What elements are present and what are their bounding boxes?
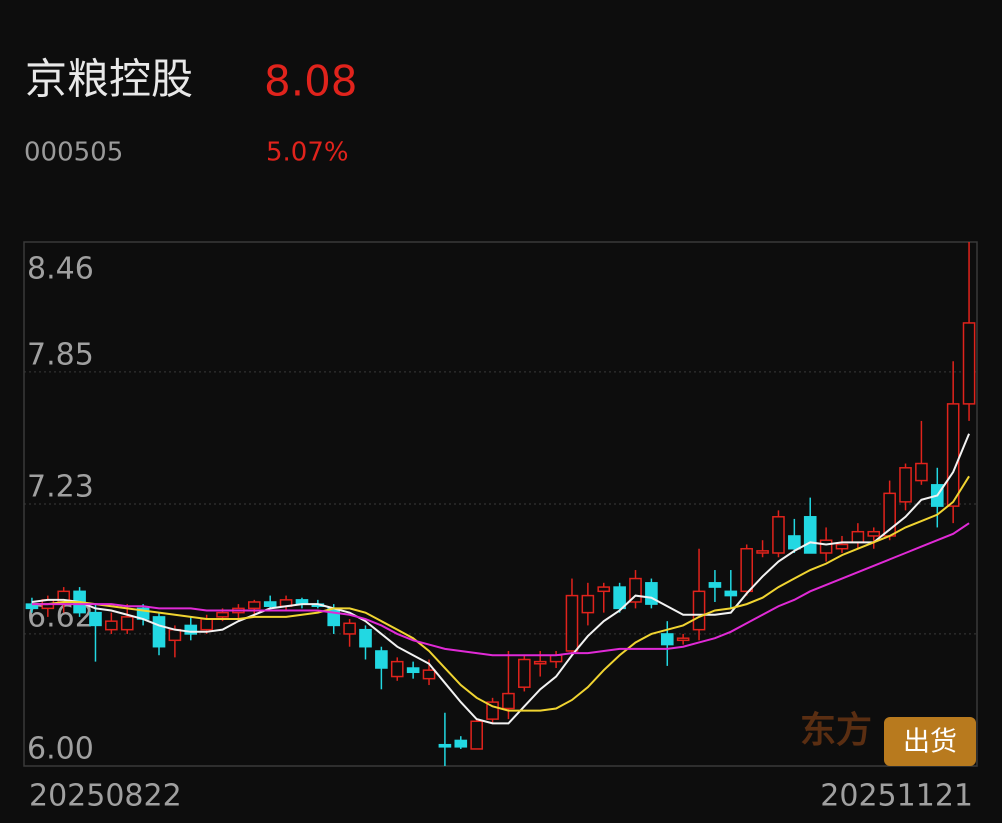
- candle-body: [772, 516, 785, 554]
- plot: 8.467.857.236.626.00: [24, 241, 977, 767]
- candle-body: [533, 660, 547, 665]
- candle-body: [946, 403, 960, 507]
- candle-body: [422, 669, 436, 680]
- candle-body: [470, 720, 483, 750]
- candle-body: [724, 590, 738, 597]
- candle-body: [788, 535, 801, 550]
- x-tick-label: 20251121: [820, 779, 973, 814]
- moving-average: [31, 433, 970, 725]
- candle-body: [390, 660, 404, 678]
- candle-body: [263, 601, 277, 607]
- candle-body: [184, 624, 198, 635]
- moving-average: [31, 475, 970, 712]
- candle-body: [359, 628, 372, 648]
- candle-body: [152, 616, 166, 648]
- candle-body: [216, 611, 229, 618]
- candle-body: [819, 539, 833, 554]
- candle-body: [120, 616, 134, 631]
- candle-body: [343, 622, 356, 635]
- candle-body: [899, 467, 912, 503]
- candle-body: [581, 594, 595, 614]
- stock-change: 5.07%: [266, 138, 349, 168]
- y-tick-label: 8.46: [27, 252, 94, 287]
- candle-body: [740, 547, 754, 593]
- candle-body: [597, 586, 611, 593]
- candle-body: [835, 543, 849, 550]
- candle-body: [486, 701, 499, 720]
- candle-body: [565, 594, 579, 652]
- candle-body: [406, 667, 420, 674]
- candle-body: [756, 550, 769, 554]
- candle-body: [168, 628, 182, 642]
- candle-body: [375, 650, 388, 669]
- watermark: 东方: [800, 709, 872, 751]
- candle-body: [708, 582, 722, 588]
- candle-body: [676, 637, 690, 642]
- stock-price: 8.08: [264, 57, 358, 106]
- moving-average: [31, 522, 970, 657]
- candle-body: [518, 658, 531, 688]
- stock-code: 000505: [24, 138, 123, 168]
- candle-body: [803, 516, 817, 554]
- candle-body: [867, 530, 881, 537]
- candle-body: [200, 618, 213, 631]
- y-tick-label: 7.85: [27, 337, 94, 372]
- button-label[interactable]: 出货: [903, 727, 957, 758]
- candle-body: [105, 620, 118, 631]
- candle-body: [454, 739, 468, 748]
- y-tick-label: 6.00: [27, 732, 94, 767]
- y-tick-label: 7.23: [27, 470, 94, 505]
- candle-body: [851, 530, 865, 544]
- candle-body: [89, 611, 102, 627]
- candle-body: [438, 743, 452, 748]
- x-tick-label: 20250822: [29, 779, 182, 814]
- candle-body: [629, 577, 642, 603]
- candle-body: [915, 462, 928, 482]
- candle-body: [660, 633, 674, 646]
- candle-body: [962, 322, 976, 405]
- candle-body: [645, 582, 658, 605]
- button[interactable]: [884, 717, 976, 766]
- candle-body: [692, 590, 706, 631]
- candle-body: [25, 603, 39, 610]
- candle-body: [247, 601, 261, 610]
- stock-name: 京粮控股: [25, 55, 193, 104]
- candle-body: [613, 586, 626, 610]
- candle-body: [502, 692, 515, 710]
- candle-body: [327, 607, 341, 627]
